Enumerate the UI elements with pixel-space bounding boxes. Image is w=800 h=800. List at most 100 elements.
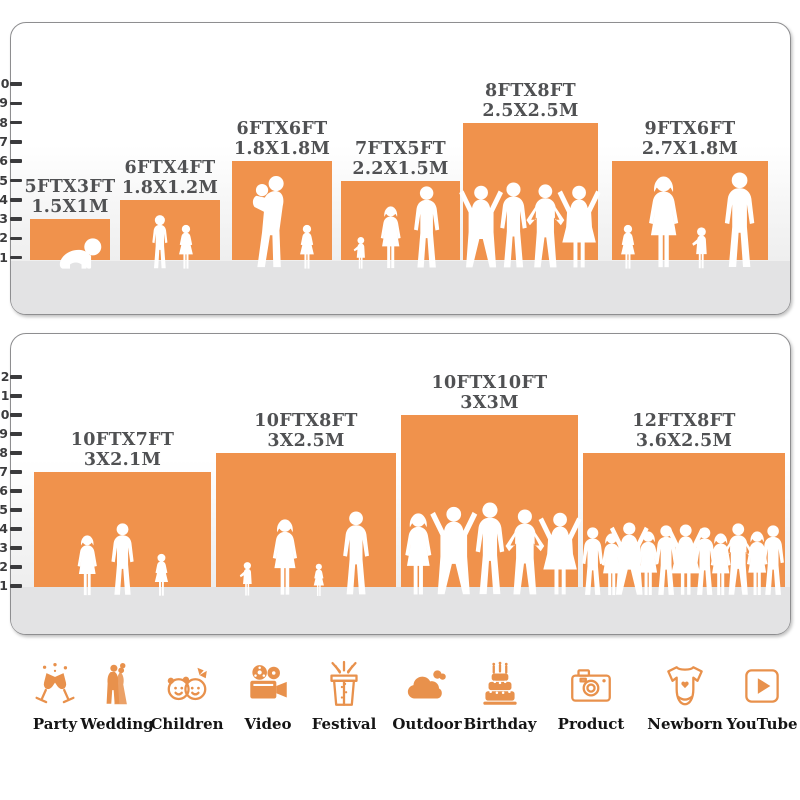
backdrop-size-label: 6FTX4FT 1.8X1.2M xyxy=(70,158,270,198)
figure-silhouette-man xyxy=(107,523,138,597)
ruler-tick xyxy=(10,527,22,531)
ruler-tick xyxy=(10,198,22,202)
ruler-number: 1 xyxy=(0,249,8,265)
backdrop-size-label: 5FTX3FT 1.5X1M xyxy=(0,177,170,217)
backdrop-label-ft: 10FTX10FT xyxy=(431,373,548,393)
figure-silhouette-boy xyxy=(147,214,173,270)
category-label: YouTube xyxy=(726,715,798,733)
category-youtube: YouTube xyxy=(714,660,800,733)
figure-silhouette-toddler xyxy=(352,236,369,270)
ruler-tick xyxy=(10,101,22,106)
backdrop-label-m: 1.8X1.8M xyxy=(233,139,331,160)
ruler-tick xyxy=(10,432,22,436)
backdrop-label-ft: 10FTX8FT xyxy=(254,411,358,431)
ruler-tick xyxy=(10,451,22,455)
figure-silhouette-woman xyxy=(376,206,405,270)
ruler-number: 8 xyxy=(0,445,8,460)
ruler-number: 10 xyxy=(0,407,10,422)
ruler-number: 1 xyxy=(0,578,8,593)
backdrop-label-m: 1.5X1M xyxy=(31,197,109,218)
figure-silhouette-baby xyxy=(53,236,104,270)
ruler-tick xyxy=(10,82,22,86)
category-label: Product xyxy=(557,715,625,733)
festival-icon xyxy=(330,660,358,706)
category-label: Video xyxy=(244,715,292,733)
category-video: Video xyxy=(220,660,316,733)
backdrop-label-m: 3X3M xyxy=(460,393,519,413)
backdrop-label-m: 3.6X2.5M xyxy=(635,431,733,451)
category-label: Birthday xyxy=(463,715,537,733)
category-label: Wedding xyxy=(80,715,154,733)
ruler-tick xyxy=(10,120,22,125)
ruler-number: 4 xyxy=(0,191,8,207)
figure-silhouette-womanup xyxy=(536,511,584,597)
backdrop-label-m: 2.2X1.5M xyxy=(352,158,449,179)
category-product: Product xyxy=(543,660,639,733)
figure-silhouette-woman xyxy=(642,176,685,270)
ruler-tick xyxy=(10,217,22,221)
figure-silhouette-woman xyxy=(267,519,303,597)
backdrop-label-ft: 10FTX7FT xyxy=(70,430,175,450)
backdrop-label-m: 2.5X2.5M xyxy=(482,100,579,121)
figure-silhouette-womanup xyxy=(555,184,603,270)
ruler-tick xyxy=(10,584,22,588)
ruler-number: 7 xyxy=(0,133,8,149)
category-label: Festival xyxy=(311,715,377,733)
figure-silhouette-man xyxy=(338,511,374,597)
ruler-number: 8 xyxy=(0,114,8,130)
backdrop-label-ft: 9FTX6FT xyxy=(644,119,736,140)
ruler-number: 9 xyxy=(0,95,8,111)
backdrop-label-ft: 12FTX8FT xyxy=(632,411,736,431)
backdrop-label-ft: 6FTX6FT xyxy=(236,119,328,140)
party-icon xyxy=(35,662,75,704)
backdrop-size-label: 8FTX8FT 2.5X2.5M xyxy=(431,81,631,121)
category-label: Children xyxy=(150,715,224,733)
ruler-number: 2 xyxy=(0,230,8,246)
wedding-icon xyxy=(106,662,127,705)
backdrop-label-ft: 6FTX4FT xyxy=(124,157,216,178)
ruler-tick xyxy=(10,546,22,550)
ruler-number: 6 xyxy=(0,483,8,498)
ruler-tick xyxy=(10,508,22,512)
ruler-tick xyxy=(10,565,22,569)
outdoor-icon xyxy=(407,670,446,699)
category-legend: Party Wedding Children xyxy=(0,660,800,760)
newborn-icon xyxy=(667,666,703,706)
category-newborn: Newborn xyxy=(637,660,733,733)
video-icon xyxy=(250,665,287,699)
category-label: Party xyxy=(32,715,78,733)
panel-floor xyxy=(11,261,790,314)
backdrop-size-label: 10FTX8FT 3X2.5M xyxy=(206,411,406,451)
figure-silhouette-girl xyxy=(174,224,198,270)
backdrop-size-label: 10FTX7FT 3X2.1M xyxy=(23,430,223,470)
backdrop-label-m: 2.7X1.8M xyxy=(641,139,739,160)
backdrop-rect xyxy=(232,161,332,260)
figure-silhouette-girl xyxy=(616,224,640,270)
ruler-number: 6 xyxy=(0,153,8,169)
ruler-tick xyxy=(10,159,22,163)
ruler-number: 9 xyxy=(0,426,8,441)
figure-silhouette-womanbaby xyxy=(247,176,298,270)
category-festival: Festival xyxy=(296,660,392,733)
children-icon xyxy=(167,667,207,701)
ruler-number: 11 xyxy=(0,388,10,403)
ruler-tick xyxy=(10,489,22,493)
youtube-icon xyxy=(745,669,779,703)
backdrop-size-label: 7FTX5FT 2.2X1.5M xyxy=(301,139,501,179)
backdrop-label-ft: 8FTX8FT xyxy=(485,80,576,101)
category-party: Party xyxy=(7,660,103,733)
ruler-number: 4 xyxy=(0,521,8,536)
ruler-tick xyxy=(10,470,22,474)
ruler-number: 2 xyxy=(0,559,8,574)
ruler-number: 3 xyxy=(0,540,8,555)
category-wedding: Wedding xyxy=(69,660,165,733)
backdrop-rect xyxy=(120,199,220,260)
ruler-tick xyxy=(10,375,22,379)
figure-silhouette-toddler xyxy=(690,226,712,270)
category-label: Newborn xyxy=(647,715,723,733)
ruler-number: 5 xyxy=(0,502,8,517)
ruler-number: 10 xyxy=(0,76,10,91)
category-label: Outdoor xyxy=(392,715,462,733)
ruler-tick xyxy=(10,140,22,144)
